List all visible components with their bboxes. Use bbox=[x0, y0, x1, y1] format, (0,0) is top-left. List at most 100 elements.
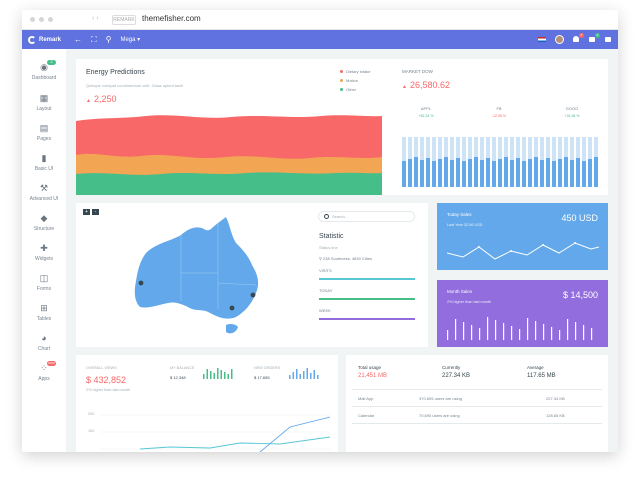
bar bbox=[516, 158, 520, 187]
bar bbox=[447, 330, 449, 340]
address-bar[interactable]: themefisher.com bbox=[142, 14, 201, 23]
legend-dietary: Dietary intake bbox=[340, 69, 370, 74]
sidebar-item-chart[interactable]: ◕ Chart bbox=[22, 333, 66, 361]
usage-card: Total usage 21,451 MB Currently 227.34 K… bbox=[346, 355, 608, 452]
sidebar-item-forms[interactable]: ◫ Forms bbox=[22, 273, 66, 301]
currently-label: Currently bbox=[442, 365, 461, 370]
search-icon bbox=[324, 214, 329, 219]
balance-value: $ 12,348 bbox=[170, 375, 186, 380]
bar bbox=[217, 368, 219, 379]
sales-line bbox=[447, 242, 599, 260]
sidebar-item-label: Layout bbox=[36, 106, 52, 112]
legend-dot bbox=[340, 79, 343, 82]
bar bbox=[224, 372, 226, 379]
chat-icon[interactable] bbox=[605, 36, 612, 43]
bar bbox=[504, 157, 508, 187]
legend-label: Motion bbox=[346, 78, 359, 83]
sidebar-item-dashboard[interactable]: ◉ 3 Dashboard bbox=[22, 60, 66, 90]
user-avatar[interactable] bbox=[555, 35, 564, 44]
dashboard-icon: ◉ bbox=[40, 62, 48, 72]
month-sales-value: $ 14,500 bbox=[562, 290, 598, 300]
month-sales-bar-chart bbox=[447, 317, 593, 340]
sidebar-item-layout[interactable]: ▦ Layout bbox=[22, 93, 66, 121]
layout-icon: ▦ bbox=[39, 93, 49, 103]
browser-tab-pill[interactable]: REMARK bbox=[112, 15, 136, 25]
balance-mini-bars bbox=[203, 368, 233, 379]
brand-name: Remark bbox=[39, 36, 62, 43]
browser-back-forward-icon[interactable]: ‹ › bbox=[92, 15, 99, 22]
ticker-name: FB bbox=[496, 106, 502, 111]
sidebar: ◉ 3 Dashboard ▦ Layout ▤ Pages ▮ Basic U… bbox=[22, 49, 66, 452]
bar bbox=[498, 159, 502, 187]
bar bbox=[432, 161, 436, 187]
messages-icon[interactable]: 3 bbox=[589, 33, 600, 43]
window-minimize-dot[interactable] bbox=[39, 17, 44, 22]
tasmania-shape bbox=[226, 323, 238, 334]
month-sales-title: Month Sales bbox=[447, 289, 473, 294]
bar bbox=[227, 374, 229, 379]
location-pin-icon: ⚲ bbox=[319, 256, 324, 261]
sidebar-item-widgets[interactable]: ✚ Widgets bbox=[22, 243, 66, 271]
sidebar-item-label: Pages bbox=[36, 136, 52, 142]
window-maximize-dot[interactable] bbox=[48, 17, 53, 22]
state-borders bbox=[180, 223, 257, 309]
bar bbox=[527, 318, 529, 340]
row-value: 128.65 KB bbox=[546, 413, 565, 418]
bar bbox=[203, 374, 205, 379]
sidebar-item-advanced-ui[interactable]: ⚒ Advanced UI bbox=[22, 183, 66, 211]
bar bbox=[535, 321, 537, 340]
zoom-in-button[interactable]: + bbox=[83, 209, 90, 215]
overall-value: $ 432,852 bbox=[86, 375, 127, 385]
mega-menu-label: Mega bbox=[120, 37, 136, 43]
map-marker bbox=[138, 280, 144, 286]
bar bbox=[231, 369, 233, 379]
search-icon[interactable]: ⚲ bbox=[105, 35, 112, 44]
legend-other: Other bbox=[340, 87, 356, 92]
sidebar-item-basic-ui[interactable]: ▮ Basic UI bbox=[22, 153, 66, 181]
today-sales-title: Today Sales bbox=[447, 212, 472, 217]
language-flag-icon[interactable] bbox=[538, 37, 546, 42]
map-search-input[interactable]: Search... bbox=[318, 211, 415, 222]
brand-icon bbox=[28, 35, 36, 44]
axis-label-bottom: 100 bbox=[88, 429, 95, 433]
brand-logo[interactable]: Remark bbox=[22, 30, 66, 49]
sidebar-item-structure[interactable]: ◆ Structure bbox=[22, 213, 66, 241]
ticker-change: -12.06 % bbox=[491, 114, 506, 118]
structure-icon: ◆ bbox=[40, 213, 48, 223]
sidebar-item-label: Basic UI bbox=[34, 166, 54, 172]
bar bbox=[317, 375, 319, 379]
ticker-change: +82.24 % bbox=[418, 114, 434, 118]
navbar-tools: ← ⛶ ⚲ Mega ▾ bbox=[74, 30, 140, 49]
bar bbox=[511, 326, 513, 340]
fullscreen-icon[interactable]: ⛶ bbox=[91, 34, 97, 44]
today-track bbox=[319, 298, 415, 300]
bar bbox=[588, 159, 592, 187]
australia-map[interactable] bbox=[126, 213, 276, 341]
grid-icon: ⊞ bbox=[40, 303, 48, 313]
bar bbox=[296, 369, 298, 379]
bar bbox=[414, 157, 418, 187]
bar bbox=[546, 158, 550, 187]
window-controls bbox=[30, 17, 53, 22]
bar bbox=[594, 157, 598, 187]
bar bbox=[591, 328, 593, 340]
apps-badge: new bbox=[47, 361, 56, 366]
sidebar-item-pages[interactable]: ▤ Pages bbox=[22, 123, 66, 151]
bar bbox=[576, 158, 580, 187]
legend-motion: Motion bbox=[340, 78, 358, 83]
legend-dot bbox=[340, 88, 343, 91]
month-sales-card: Month Sales $ 14,500 2% higher than last… bbox=[437, 280, 608, 347]
sidebar-item-apps[interactable]: ⁘ new Apps bbox=[22, 361, 66, 391]
back-arrow-icon[interactable]: ← bbox=[74, 35, 82, 44]
sidebar-item-tables[interactable]: ⊞ Tables bbox=[22, 303, 66, 331]
legend-dot bbox=[340, 70, 343, 73]
mega-menu-button[interactable]: Mega ▾ bbox=[120, 37, 141, 43]
bar bbox=[582, 161, 586, 187]
market-value: ▲ 26,580.62 bbox=[402, 80, 450, 90]
window-close-dot[interactable] bbox=[30, 17, 35, 22]
ticker-name: GOOG bbox=[565, 106, 579, 111]
notification-bell-icon[interactable]: 5 bbox=[573, 33, 584, 43]
today-sales-value: 450 USD bbox=[561, 213, 598, 223]
zoom-out-button[interactable]: - bbox=[92, 209, 99, 215]
bar bbox=[408, 159, 412, 187]
